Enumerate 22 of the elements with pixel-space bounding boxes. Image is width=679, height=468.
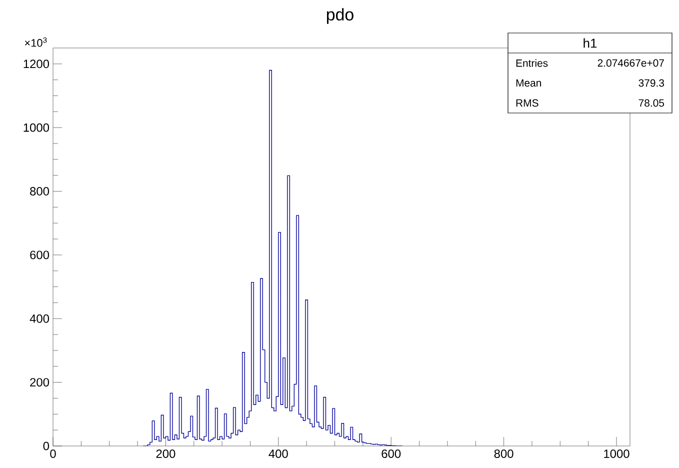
x-tick-label: 800: [494, 450, 514, 458]
text: 379.3: [638, 79, 664, 87]
x-tick-label: 200: [156, 450, 176, 458]
x-tick-label: 600: [382, 450, 401, 458]
annotation: Entries: [516, 59, 548, 67]
annotation: 2.074667e+07: [598, 59, 664, 67]
x-tick-label: 400: [268, 450, 288, 458]
text: h1: [584, 38, 597, 48]
x-tick-label: 0: [50, 450, 56, 458]
text: ×10$^{3}$: [24, 37, 47, 47]
y-tick-label: 800: [30, 187, 50, 196]
text: 78.05: [638, 99, 664, 107]
y-tick-label: 1200: [24, 60, 50, 68]
y-tick-label: 1000: [24, 123, 50, 132]
y-tick-label: 400: [30, 314, 50, 323]
y-tick-label: 600: [30, 250, 50, 260]
y-tick-label: 0: [43, 442, 50, 450]
chart-title: pdo: [326, 8, 354, 24]
annotation: Mean: [516, 79, 542, 87]
y-tick-label: 200: [30, 378, 50, 387]
x-tick-label: 1000: [604, 450, 630, 458]
annotation: RMS: [516, 99, 538, 107]
